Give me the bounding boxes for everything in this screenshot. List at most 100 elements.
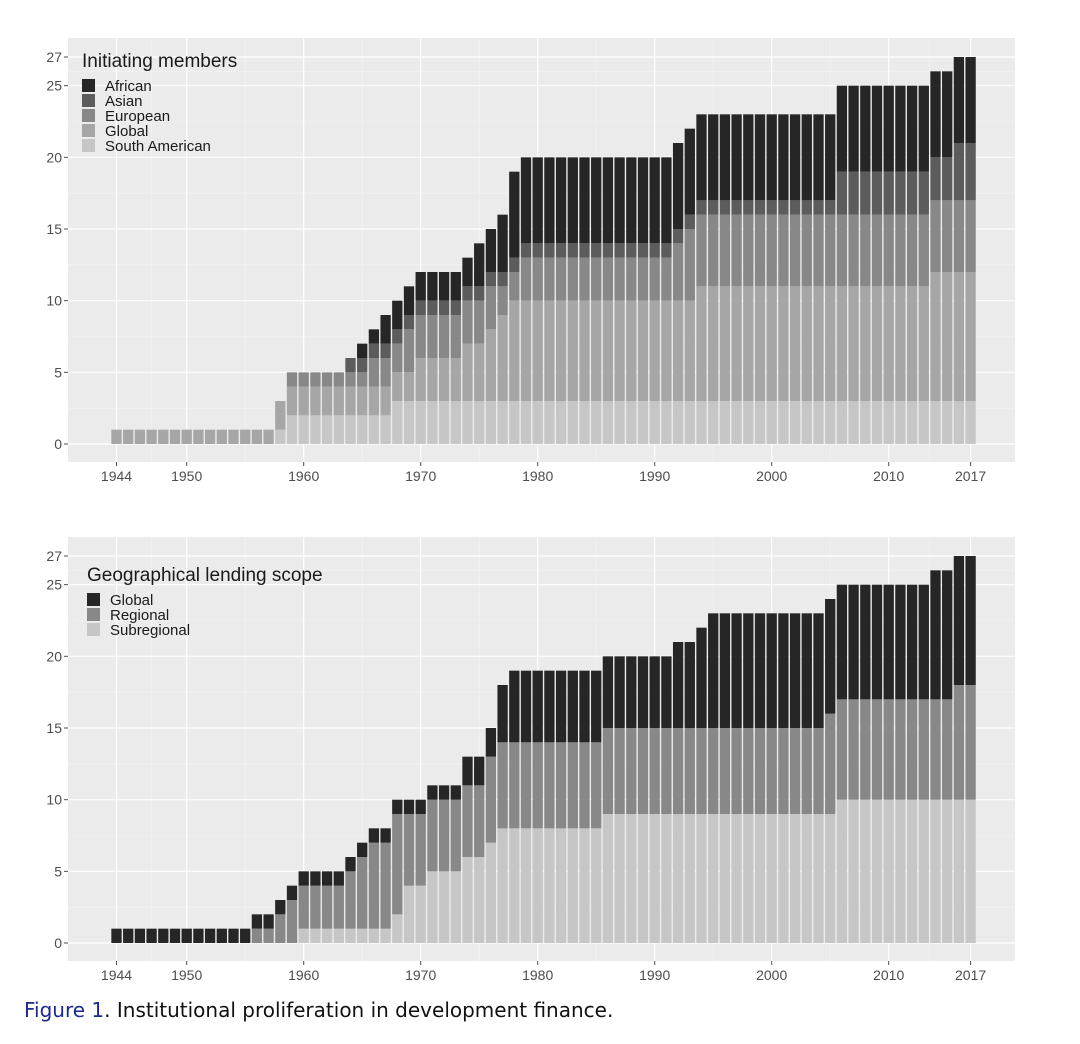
bar-segment [860, 584, 871, 700]
bar-segment [871, 85, 883, 172]
legend-label: Asian [105, 93, 143, 110]
bar-segment [930, 157, 941, 201]
bar-segment [333, 871, 344, 886]
bar-segment [754, 401, 766, 444]
bar-segment [871, 699, 883, 800]
bar-segment [474, 343, 485, 401]
bar-segment [591, 828, 602, 943]
bar-segment [883, 214, 894, 287]
bar-segment [696, 200, 707, 215]
bar-segment [427, 315, 438, 358]
bar-segment [333, 885, 344, 929]
bar-segment [754, 728, 766, 814]
bar-segment [509, 300, 520, 401]
bar-segment [825, 114, 836, 201]
bar-segment [731, 214, 742, 287]
bar-segment [953, 57, 965, 143]
bar-segment [743, 728, 754, 814]
bar-segment [906, 214, 918, 287]
bar-segment [930, 699, 941, 800]
y-tick-label: 20 [46, 149, 62, 165]
bar-segment [532, 157, 543, 244]
bar-segment [649, 257, 660, 301]
bar-segment [754, 114, 766, 201]
bar-segment [474, 785, 485, 857]
legend-swatch [82, 139, 95, 152]
bar-segment [579, 401, 590, 444]
bar-segment [813, 613, 824, 728]
bar-segment [708, 286, 719, 401]
bar-segment [567, 243, 578, 258]
bar-segment [321, 928, 333, 943]
bar-segment [520, 828, 532, 943]
bar-segment [169, 429, 181, 444]
bar-segment [918, 214, 929, 287]
bar-segment [555, 300, 567, 401]
bar-segment [497, 742, 508, 829]
bar-segment [544, 670, 555, 743]
bar-segment [766, 814, 777, 943]
bar-segment [111, 928, 122, 943]
bar-segment [684, 229, 695, 301]
legend-label: European [105, 108, 170, 125]
bar-segment [544, 401, 555, 444]
bar-segment [579, 742, 590, 829]
bar-segment [520, 401, 532, 444]
bar-segment [497, 685, 508, 743]
bar-segment [427, 358, 438, 401]
bar-segment [438, 401, 450, 444]
bar-segment [380, 415, 391, 444]
bar-segment [719, 214, 731, 287]
bar-segment [778, 728, 789, 814]
bar-segment [906, 286, 918, 401]
bar-segment [462, 286, 473, 301]
bar-segment [602, 656, 614, 728]
bar-segment [825, 814, 836, 943]
bar-segment [427, 300, 438, 315]
bar-segment [848, 214, 859, 287]
bar-segment [965, 685, 976, 800]
legend-label: Global [105, 123, 148, 140]
bar-segment [532, 828, 543, 943]
bar-segment [462, 300, 473, 344]
bar-segment [637, 243, 649, 258]
x-tick-label: 1970 [405, 468, 436, 484]
bar-segment [392, 329, 403, 344]
bar-segment [298, 928, 309, 943]
bar-segment [474, 401, 485, 444]
chart-2: 0 5 10 15 20 25 27 1944 1950 1960 1970 1980 1990 2000… [46, 537, 1015, 983]
bar-segment [719, 728, 731, 814]
bar-segment [146, 429, 157, 444]
bar-segment [602, 401, 614, 444]
bar-segment [708, 401, 719, 444]
bar-segment [965, 799, 976, 943]
bar-segment [321, 415, 333, 444]
x-tick-label: 1980 [522, 967, 553, 983]
bar-segment [485, 401, 497, 444]
bar-segment [637, 728, 649, 814]
bar-segment [848, 171, 859, 215]
bar-segment [825, 200, 836, 215]
bar-segment [918, 401, 929, 444]
figure-label: Figure 1 [24, 998, 105, 1022]
bar-segment [825, 214, 836, 287]
bar-segment [708, 114, 719, 201]
chart-1: 0 5 10 15 20 25 27 1944 1950 1960 1970 1980 1990 2000… [46, 38, 1015, 484]
x-tick-label: 1944 [101, 468, 132, 484]
bar-segment [836, 699, 848, 800]
y-tick-label: 25 [46, 78, 62, 94]
bar-segment [450, 785, 461, 800]
bar-segment [848, 799, 859, 943]
bar-segment [731, 114, 742, 201]
bar-segment [637, 401, 649, 444]
bar-segment [626, 257, 637, 301]
bar-segment [275, 914, 286, 943]
bar-segment [743, 286, 754, 401]
bar-segment [333, 386, 344, 416]
bar-segment [357, 415, 368, 444]
bar-segment [965, 556, 976, 685]
bar-segment [906, 584, 918, 700]
bar-segment [918, 799, 929, 943]
bar-segment [415, 315, 426, 358]
bar-segment [918, 85, 929, 172]
